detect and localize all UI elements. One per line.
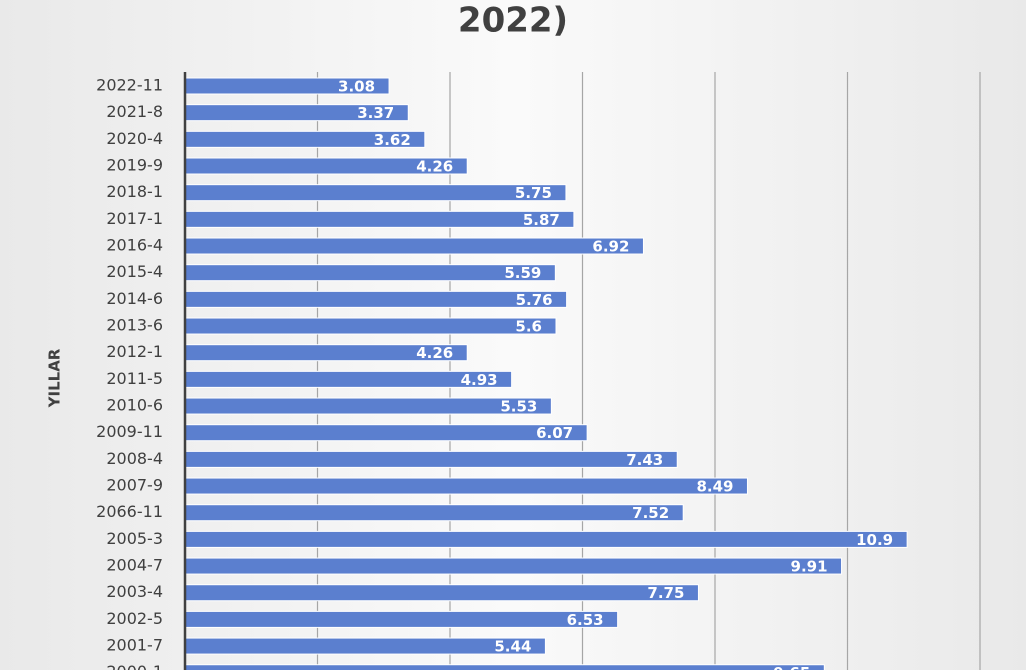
y-tick-label: 2066-11 bbox=[96, 502, 163, 521]
value-label: 4.26 bbox=[416, 158, 453, 176]
y-tick-label: 2002-5 bbox=[106, 609, 163, 628]
value-label: 5.87 bbox=[523, 211, 560, 229]
bar bbox=[184, 424, 588, 442]
y-tick-label: 2011-5 bbox=[106, 369, 163, 388]
value-label: 4.93 bbox=[461, 371, 498, 389]
y-tick-label: 2010-6 bbox=[106, 396, 163, 415]
bar bbox=[184, 610, 619, 628]
y-tick-label: 2008-4 bbox=[106, 449, 163, 468]
value-label: 5.59 bbox=[504, 264, 541, 282]
y-tick-label: 2018-1 bbox=[106, 182, 163, 201]
y-tick-label: 2000-1 bbox=[106, 662, 163, 670]
value-label: 5.76 bbox=[516, 291, 553, 309]
bar bbox=[184, 530, 908, 548]
y-tick-label: 2004-7 bbox=[106, 556, 163, 575]
value-label: 7.52 bbox=[632, 504, 669, 522]
value-label: 4.26 bbox=[416, 344, 453, 362]
value-label: 9.65 bbox=[773, 664, 810, 670]
bar bbox=[184, 584, 699, 602]
bar bbox=[184, 637, 546, 655]
value-label: 6.92 bbox=[592, 238, 629, 256]
y-tick-label: 2012-1 bbox=[106, 342, 163, 361]
y-tick-label: 2005-3 bbox=[106, 529, 163, 548]
value-label: 6.07 bbox=[536, 424, 573, 442]
bar bbox=[184, 450, 678, 468]
y-axis-label: YILLAR bbox=[46, 348, 64, 408]
value-label: 5.6 bbox=[515, 318, 542, 336]
value-label: 6.53 bbox=[567, 611, 604, 629]
bar bbox=[184, 664, 825, 670]
y-tick-label: 2014-6 bbox=[106, 289, 163, 308]
y-tick-label: 2003-4 bbox=[106, 582, 163, 601]
value-label: 3.37 bbox=[357, 104, 394, 122]
value-label: 7.75 bbox=[647, 584, 684, 602]
y-tick-label: 2015-4 bbox=[106, 262, 163, 281]
y-tick-label: 2021-8 bbox=[106, 102, 163, 121]
bar bbox=[184, 317, 557, 335]
bar bbox=[184, 397, 552, 415]
y-tick-label: 2001-7 bbox=[106, 636, 163, 655]
bar bbox=[184, 557, 843, 575]
bar bbox=[184, 290, 568, 308]
chart-title: 2022) bbox=[458, 1, 568, 41]
bar bbox=[184, 504, 684, 522]
y-tick-label: 2007-9 bbox=[106, 476, 163, 495]
value-label: 3.08 bbox=[338, 78, 375, 96]
bar bbox=[184, 210, 575, 228]
y-tick-label: 2016-4 bbox=[106, 236, 163, 255]
value-label: 3.62 bbox=[374, 131, 411, 149]
y-tick-label: 2013-6 bbox=[106, 316, 163, 335]
value-label: 5.75 bbox=[515, 184, 552, 202]
value-label: 5.44 bbox=[494, 638, 531, 656]
value-label: 5.53 bbox=[500, 398, 537, 416]
value-label: 7.43 bbox=[626, 451, 663, 469]
value-label: 8.49 bbox=[696, 478, 733, 496]
y-tick-label: 2009-11 bbox=[96, 422, 163, 441]
value-label: 9.91 bbox=[791, 558, 828, 576]
bar bbox=[184, 237, 644, 255]
bar bbox=[184, 477, 748, 495]
y-tick-label: 2017-1 bbox=[106, 209, 163, 228]
bar bbox=[184, 264, 556, 282]
bar bbox=[184, 184, 567, 202]
y-tick-label: 2019-9 bbox=[106, 156, 163, 175]
y-tick-label: 2020-4 bbox=[106, 129, 163, 148]
value-label: 10.9 bbox=[856, 531, 893, 549]
y-tick-label: 2022-11 bbox=[96, 76, 163, 95]
